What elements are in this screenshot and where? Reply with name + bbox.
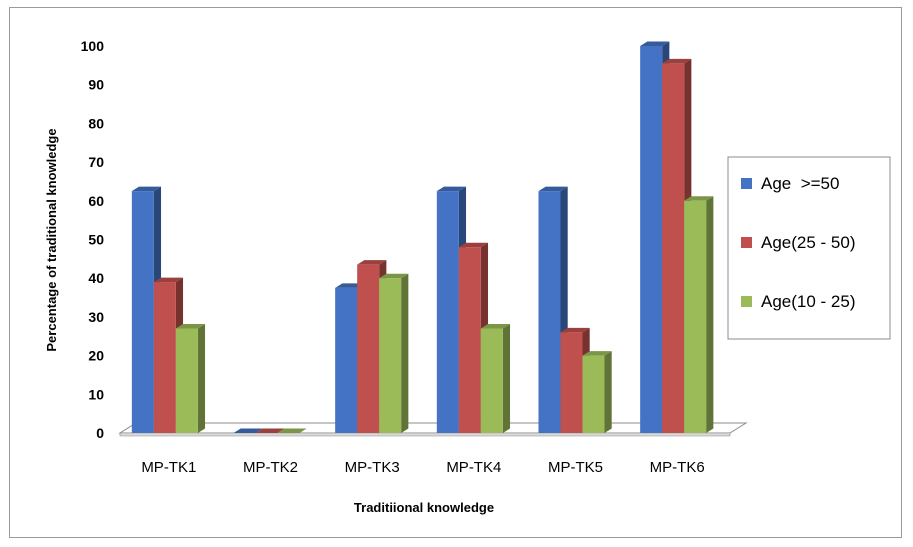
bar xyxy=(277,428,307,433)
bar xyxy=(233,428,263,433)
y-tick-label: 20 xyxy=(88,348,104,364)
y-axis-ticks: 0 10 20 30 40 50 60 70 80 90 100 xyxy=(81,38,105,441)
bar xyxy=(175,324,206,433)
bar xyxy=(582,351,612,433)
legend-label: Age(25 - 50) xyxy=(761,233,856,252)
x-axis-ticks: MP-TK1 MP-TK2 MP-TK3 MP-TK4 MP-TK5 MP-TK6 xyxy=(141,459,704,476)
legend: Age >=50 Age(25 - 50) Age(10 - 25) xyxy=(727,156,891,340)
legend-item: Age(10 - 25) xyxy=(741,292,856,311)
legend-swatch xyxy=(741,296,752,307)
y-tick-label: 80 xyxy=(88,115,104,131)
bar xyxy=(379,273,409,433)
x-tick-label: MP-TK4 xyxy=(446,459,501,476)
legend-swatch xyxy=(741,237,752,248)
y-tick-label: 60 xyxy=(88,193,104,209)
y-tick-label: 100 xyxy=(81,38,105,54)
legend-item: Age(25 - 50) xyxy=(741,233,856,252)
x-tick-label: MP-TK6 xyxy=(650,459,705,476)
y-tick-label: 70 xyxy=(88,154,104,170)
y-tick-label: 0 xyxy=(96,425,104,441)
y-tick-label: 10 xyxy=(88,386,104,402)
legend-label: Age >=50 xyxy=(761,174,839,193)
x-tick-label: MP-TK2 xyxy=(243,459,298,476)
bar xyxy=(255,428,285,433)
x-tick-label: MP-TK1 xyxy=(141,459,196,476)
x-tick-label: MP-TK5 xyxy=(548,459,603,476)
legend-item: Age >=50 xyxy=(741,174,839,193)
y-axis-title: Percentage of traditional knowledge xyxy=(44,128,59,351)
legend-label: Age(10 - 25) xyxy=(761,292,856,311)
floor-edge xyxy=(119,432,731,437)
x-tick-label: MP-TK3 xyxy=(345,459,400,476)
y-tick-label: 50 xyxy=(88,232,104,248)
y-tick-label: 40 xyxy=(88,270,104,286)
y-tick-label: 90 xyxy=(88,77,104,93)
bar xyxy=(684,196,714,433)
bars xyxy=(131,41,714,433)
legend-swatch xyxy=(741,178,752,189)
bar xyxy=(480,324,511,433)
y-tick-label: 30 xyxy=(88,309,104,325)
x-axis-title: Traditiional knowledge xyxy=(354,500,494,515)
legend-box xyxy=(727,156,891,340)
